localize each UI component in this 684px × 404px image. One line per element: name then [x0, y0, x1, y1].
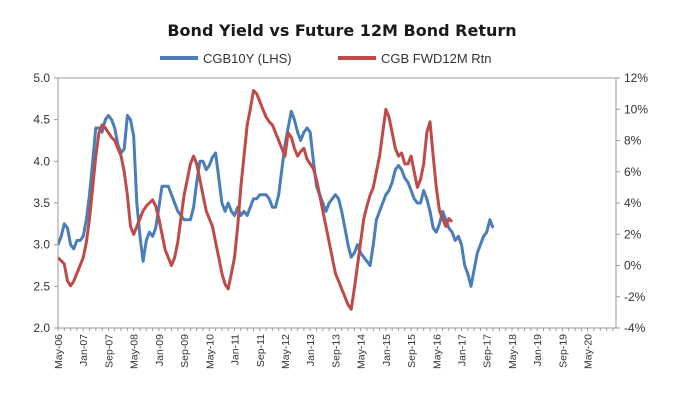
x-axis: May-06 Jan-07 Sep-07 May-08 Jan-09 Sep-09 May-… [53, 328, 614, 369]
left-tick-label: 4.5 [33, 113, 50, 127]
right-axis: -4% -2% 0% 2% 4% 6% 8% 10% 12% [616, 71, 648, 335]
x-tick-label: May-10 [204, 334, 216, 369]
x-tick-label: Jan-09 [154, 334, 166, 366]
right-tick-label: -2% [624, 290, 646, 304]
right-tick-label: 12% [624, 71, 648, 85]
right-tick-label: 4% [624, 196, 642, 210]
left-tick-label: 3.0 [33, 238, 50, 252]
legend: CGB10Y (LHS) CGB FWD12M Rtn [160, 51, 492, 66]
left-tick-label: 2.5 [33, 279, 50, 293]
right-tick-label: -4% [624, 321, 646, 335]
left-tick-label: 5.0 [33, 71, 50, 85]
legend-label-cgb-fwd12m: CGB FWD12M Rtn [381, 51, 492, 66]
x-tick-label: Sep-09 [179, 334, 191, 368]
right-tick-label: 2% [624, 227, 642, 241]
x-tick-label: May-14 [356, 334, 368, 369]
left-tick-label: 2.0 [33, 321, 50, 335]
right-tick-label: 8% [624, 134, 642, 148]
chart-title: Bond Yield vs Future 12M Bond Return [167, 21, 516, 40]
right-tick-label: 10% [624, 102, 648, 116]
x-tick-label: Sep-15 [406, 334, 418, 368]
series-line-cgb-fwd12m [58, 89, 454, 311]
left-tick-label: 4.0 [33, 154, 50, 168]
x-tick-label: May-08 [129, 334, 141, 369]
right-tick-label: 0% [624, 259, 642, 273]
x-tick-label: May-18 [507, 334, 519, 369]
left-axis: 2.0 2.5 3.0 3.5 4.0 4.5 5.0 [33, 71, 58, 335]
x-tick-label: Jan-15 [381, 334, 393, 366]
x-tick-label: Jan-07 [78, 334, 90, 366]
series-line-cgb10y [58, 109, 495, 288]
x-tick-label: Jan-17 [457, 334, 469, 366]
x-tick-label: May-06 [53, 334, 65, 369]
x-tick-label: Jan-11 [230, 334, 242, 365]
x-tick-label: Jan-13 [305, 334, 317, 366]
x-tick-label: May-20 [583, 334, 595, 369]
x-tick-label: May-16 [431, 334, 443, 369]
right-tick-label: 6% [624, 165, 642, 179]
plot-area [57, 77, 617, 329]
x-tick-label: Sep-11 [255, 334, 267, 367]
x-tick-label: Sep-07 [103, 334, 115, 368]
legend-label-cgb10y: CGB10Y (LHS) [203, 51, 292, 66]
x-tick-label: Sep-19 [557, 334, 569, 368]
x-tick-label: May-12 [280, 334, 292, 369]
x-tick-label: Sep-17 [482, 334, 494, 368]
x-tick-label: Sep-13 [330, 334, 342, 368]
x-tick-label: Jan-19 [532, 334, 544, 366]
left-tick-label: 3.5 [33, 196, 50, 210]
